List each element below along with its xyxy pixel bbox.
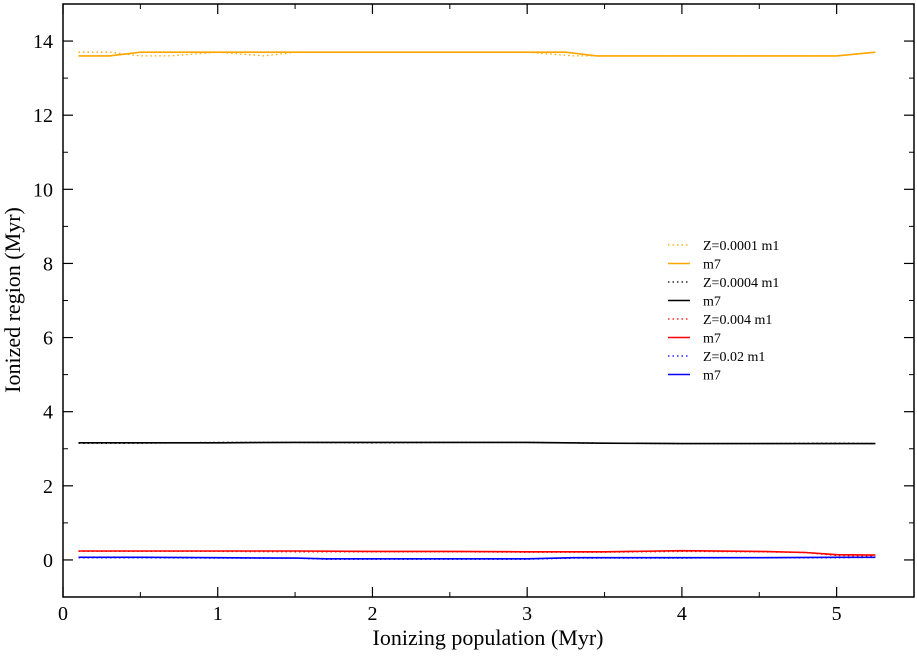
y-tick-label: 6: [43, 328, 53, 350]
legend-label-5: Z=0.004 m1: [703, 313, 772, 328]
x-tick-label: 1: [213, 603, 223, 625]
legend-label-8: m7: [703, 369, 721, 384]
y-axis-title: Ionized region (Myr): [0, 207, 25, 393]
series-line-4: [78, 441, 876, 445]
legend-label-3: Z=0.0004 m1: [703, 276, 779, 291]
series-layer: [78, 51, 876, 560]
x-tick-label: 2: [367, 603, 377, 625]
y-tick-label: 10: [33, 179, 53, 201]
legend-label-7: Z=0.02 m1: [703, 350, 765, 365]
legend-label-1: Z=0.0001 m1: [703, 239, 779, 254]
y-tick-label: 8: [43, 253, 53, 275]
x-tick-label: 5: [832, 603, 842, 625]
y-tick-label: 12: [33, 105, 53, 127]
series-line-8: [78, 556, 876, 560]
series-line-6: [78, 549, 876, 556]
y-tick-label: 4: [43, 402, 53, 424]
x-tick-label: 3: [522, 603, 532, 625]
y-tick-label: 0: [43, 550, 53, 572]
plot-frame: [62, 3, 915, 598]
x-tick-label: 4: [677, 603, 687, 625]
y-tick-label: 14: [33, 31, 53, 53]
y-tick-label: 2: [43, 476, 53, 498]
x-tick-label: 0: [58, 603, 68, 625]
legend-label-6: m7: [703, 332, 721, 347]
legend-label-4: m7: [703, 295, 721, 310]
series-line-2: [78, 51, 876, 57]
legend-label-2: m7: [703, 258, 721, 273]
legend: Z=0.0001 m1 m7 Z=0.0004 m1 m7 Z=0.004 m1 m7 Z=…: [668, 239, 779, 384]
x-axis-title: Ionizing population (Myr): [373, 625, 604, 650]
